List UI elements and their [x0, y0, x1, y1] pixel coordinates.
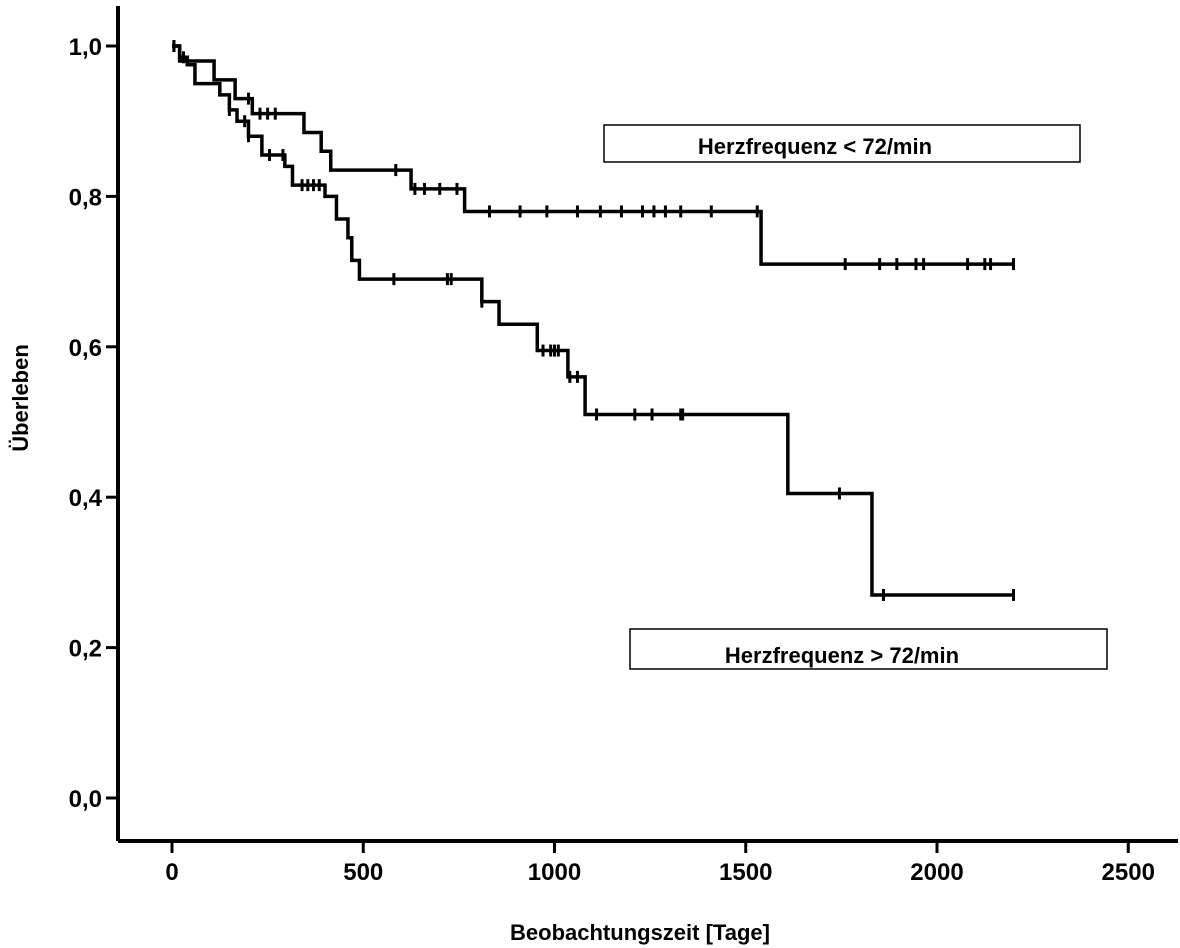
legend-box-frame: [629, 628, 1108, 670]
x-tick-label: 1000: [528, 859, 581, 886]
x-tick-label: 2500: [1102, 859, 1155, 886]
y-tick-label: 0,2: [69, 636, 102, 663]
x-axis-title: Beobachtungszeit [Tage]: [510, 920, 770, 945]
x-tick-label: 500: [343, 859, 383, 886]
x-tick-label: 2000: [910, 859, 963, 886]
legend-label-low: Herzfrequenz < 72/min: [698, 134, 932, 159]
series-low-heart-rate: [172, 40, 1015, 271]
legend-label-high: Herzfrequenz > 72/min: [725, 643, 959, 668]
survival-curve-line: [172, 44, 1014, 266]
y-axis-title: Überleben: [8, 344, 33, 452]
axes: [116, 6, 1178, 843]
y-tick-label: 0,4: [69, 485, 103, 512]
x-tick-label: 0: [165, 859, 178, 886]
survival-curve-line: [172, 44, 1014, 597]
legend-box-high-heart-rate: Herzfrequenz > 72/min: [629, 628, 1108, 670]
x-axis-ticks: 0 500 1000 1500 2000 2500: [165, 841, 1155, 886]
y-tick-label: 1,0: [69, 34, 102, 61]
y-tick-label: 0,6: [69, 335, 102, 362]
y-tick-label: 0,8: [69, 184, 102, 211]
legend-box-frame: [603, 124, 1081, 163]
x-tick-label: 1500: [719, 859, 772, 886]
y-axis-ticks: 0,0 0,2 0,4 0,6 0,8 1,0: [69, 34, 118, 813]
y-tick-label: 0,0: [69, 786, 102, 813]
legend-box-low-heart-rate: Herzfrequenz < 72/min: [603, 124, 1081, 163]
series-layer: [172, 40, 1015, 601]
series-high-heart-rate: [172, 40, 1015, 601]
